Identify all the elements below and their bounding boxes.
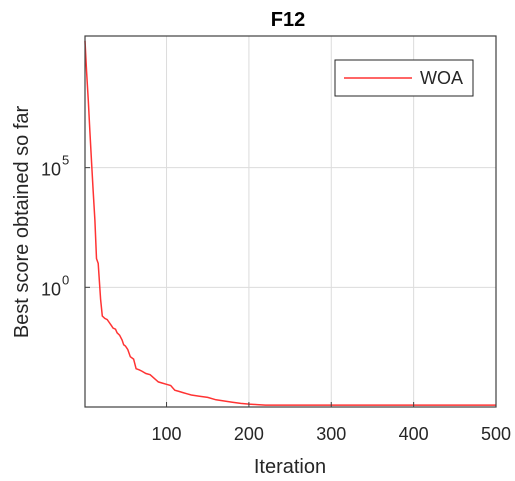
chart-title: F12 (271, 9, 305, 31)
x-tick-label: 400 (399, 424, 429, 444)
y-tick-label: 10 (41, 279, 61, 299)
x-tick-label: 100 (152, 424, 182, 444)
x-tick-label: 500 (481, 424, 511, 444)
x-axis-label: Iteration (254, 456, 326, 478)
y-tick-exponent: 0 (62, 272, 69, 287)
y-tick-label: 10 (41, 160, 61, 180)
x-tick-label: 200 (234, 424, 264, 444)
x-tick-label: 300 (316, 424, 346, 444)
y-axis-ticks: 10 010 5 (41, 153, 90, 299)
legend: WOA (334, 59, 474, 97)
y-tick-exponent: 5 (62, 153, 69, 168)
x-axis-ticks: 100 200 300 400 500 (152, 402, 511, 444)
series-line-woa (84, 40, 496, 406)
axes-frame (84, 35, 497, 408)
legend-label-woa: WOA (420, 68, 463, 88)
y-axis-label: Best score obtained so far (11, 105, 33, 338)
